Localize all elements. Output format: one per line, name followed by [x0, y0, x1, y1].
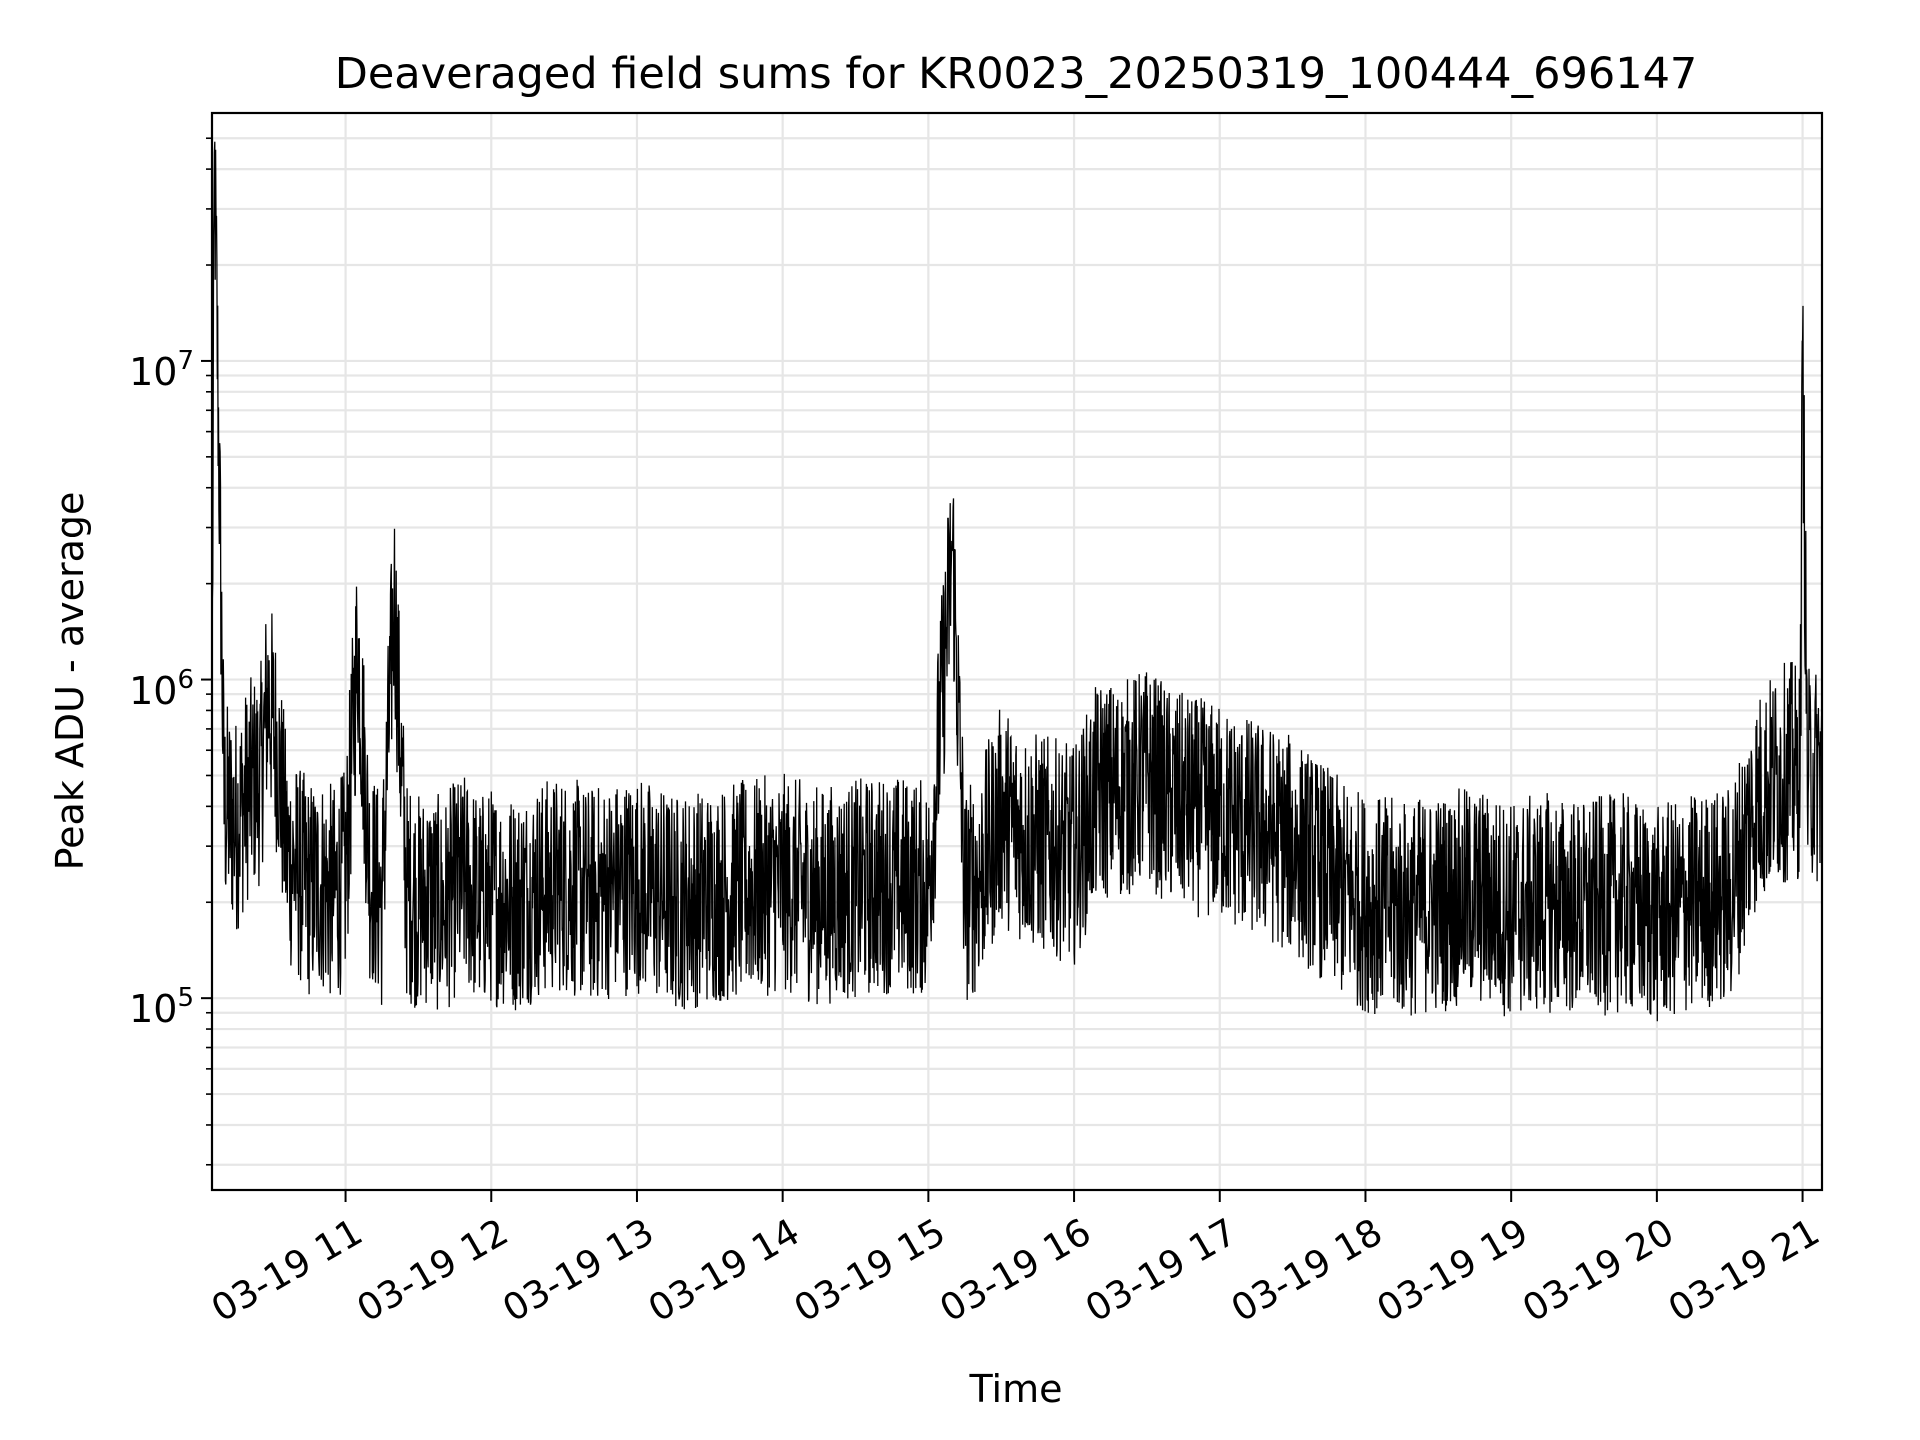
x-tick-label: 03-19 18	[1224, 1210, 1390, 1330]
x-tick-label: 03-19 16	[933, 1210, 1099, 1330]
x-tick-label: 03-19 14	[641, 1210, 807, 1330]
x-axis-label: Time	[969, 1367, 1063, 1411]
x-tick-label: 03-19 19	[1370, 1210, 1536, 1330]
x-tick-label: 03-19 15	[787, 1210, 953, 1330]
x-tick-label: 03-19 13	[495, 1210, 661, 1330]
y-tick-label: 107	[129, 345, 194, 394]
x-tick-label: 03-19 17	[1078, 1210, 1244, 1330]
series-line	[211, 141, 1823, 1022]
x-tick-label: 03-19 11	[204, 1210, 370, 1330]
y-tick-label: 105	[129, 983, 194, 1032]
x-tick-label: 03-19 20	[1515, 1210, 1681, 1330]
x-tick-label: 03-19 21	[1661, 1210, 1827, 1330]
chart-title: Deaveraged field sums for KR0023_2025031…	[334, 49, 1698, 99]
y-tick-label: 106	[129, 664, 194, 713]
plot-frame	[210, 111, 1824, 1192]
x-tick-label: 03-19 12	[350, 1210, 516, 1330]
